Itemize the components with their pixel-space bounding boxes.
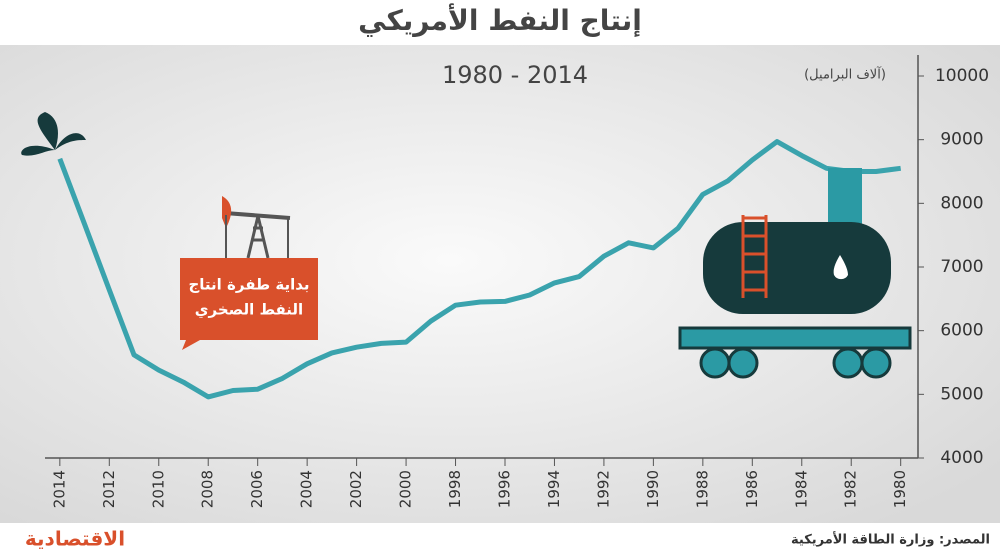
y-tick-label: 4000 bbox=[940, 448, 983, 468]
subtitle: 1980 - 2014 bbox=[442, 61, 588, 89]
x-tick-label: 2012 bbox=[100, 470, 118, 508]
y-tick-label: 7000 bbox=[940, 257, 983, 277]
tanker-icon bbox=[678, 168, 912, 379]
y-tick-label: 10000 bbox=[935, 66, 989, 86]
y-tick-label: 6000 bbox=[940, 321, 983, 341]
x-tick-label: 1982 bbox=[842, 470, 860, 508]
x-tick-label: 1994 bbox=[545, 470, 563, 508]
x-tick-label: 1990 bbox=[644, 470, 662, 508]
x-tick-label: 2004 bbox=[298, 470, 316, 508]
y-axis-label: (آلاف البراميل) bbox=[804, 66, 886, 83]
pumpjack-icon bbox=[222, 196, 291, 259]
x-tick-label: 2006 bbox=[248, 470, 266, 508]
y-tick-label: 5000 bbox=[940, 384, 983, 404]
x-tick-label: 1984 bbox=[792, 470, 810, 508]
brand-logo: الاقتصادية bbox=[25, 527, 125, 551]
annotation: النفط الصخري bbox=[195, 301, 303, 320]
x-tick-label: 1988 bbox=[693, 470, 711, 508]
plot bbox=[57, 139, 902, 400]
x-tick-label: 2008 bbox=[199, 470, 217, 508]
x-tick-label: 2010 bbox=[149, 470, 167, 508]
y-tick-label: 8000 bbox=[940, 193, 983, 213]
line bbox=[57, 139, 902, 400]
source: المصدر: وزارة الطاقة الأمريكية bbox=[791, 531, 990, 548]
x-tick-label: 2014 bbox=[50, 470, 68, 508]
y-tick-label: 9000 bbox=[940, 130, 983, 150]
annotation-box bbox=[180, 258, 318, 350]
chart-title: إنتاج النفط الأمريكي bbox=[358, 3, 642, 38]
x-tick-label: 2000 bbox=[397, 470, 415, 508]
oil-splash-icon bbox=[21, 112, 86, 156]
x-tick-label: 1980 bbox=[891, 470, 909, 508]
x-tick-label: 2002 bbox=[347, 470, 365, 508]
annotation: بداية طفرة انتاج bbox=[188, 276, 309, 294]
x-tick-label: 1998 bbox=[446, 470, 464, 508]
x-tick-label: 1986 bbox=[743, 470, 761, 508]
x-tick-label: 1992 bbox=[594, 470, 612, 508]
x-tick-label: 1996 bbox=[495, 470, 513, 508]
